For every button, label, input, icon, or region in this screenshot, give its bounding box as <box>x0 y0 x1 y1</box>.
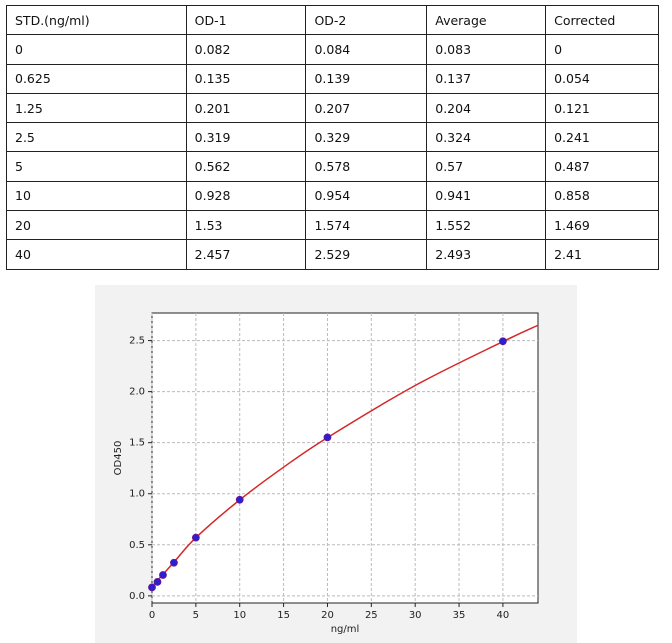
x-tick-label: 5 <box>193 610 199 621</box>
table-cell: 2.529 <box>305 239 428 270</box>
table-cell: 0.954 <box>305 180 428 212</box>
data-point <box>148 583 156 592</box>
table-cell: 0.57 <box>426 151 547 182</box>
header-row: STD.(ng/ml) OD-1 OD-2 Average Corrected <box>6 4 659 36</box>
table-cell: 10 <box>6 180 187 212</box>
header-cell: Corrected <box>545 4 659 36</box>
header-cell: Average <box>426 4 547 36</box>
table-cell: 0.324 <box>426 122 547 153</box>
table-row: 20 1.53 1.574 1.552 1.469 <box>6 210 659 241</box>
table-cell: 0.578 <box>305 151 428 182</box>
data-point <box>235 495 244 504</box>
table-cell: 0.941 <box>426 180 547 212</box>
table-cell: 0.625 <box>6 63 187 94</box>
table-cell: 0.928 <box>185 180 307 212</box>
plot-area <box>151 312 539 604</box>
y-axis-label: OD450 <box>113 441 124 476</box>
table-cell: 2.41 <box>545 239 659 270</box>
data-table: STD.(ng/ml) OD-1 OD-2 Average Corrected 0 0.08… <box>6 4 659 270</box>
table-cell: 20 <box>6 210 187 241</box>
data-point <box>153 577 162 586</box>
x-tick-label: 15 <box>277 610 290 621</box>
table-cell: 2.5 <box>6 122 187 153</box>
header-cell: STD.(ng/ml) <box>6 4 187 36</box>
table-cell: 0.319 <box>185 122 307 153</box>
x-tick-label: 40 <box>497 610 510 621</box>
table-row: 1.25 0.201 0.207 0.204 0.121 <box>6 92 659 124</box>
table-cell: 0.201 <box>185 92 307 124</box>
table-cell: 0.137 <box>426 63 547 94</box>
table-cell: 1.469 <box>545 210 659 241</box>
x-tick-label: 10 <box>233 610 246 621</box>
table-row: 0 0.082 0.084 0.083 0 <box>6 34 659 65</box>
table-cell: 1.53 <box>185 210 307 241</box>
table-row: 0.625 0.135 0.139 0.137 0.054 <box>6 63 659 94</box>
data-point <box>191 533 200 542</box>
x-axis-label: ng/ml <box>331 624 360 635</box>
table-cell: 1.574 <box>305 210 428 241</box>
x-tick-label: 0 <box>149 610 155 621</box>
table-cell: 0.329 <box>305 122 428 153</box>
table-row: 10 0.928 0.954 0.941 0.858 <box>6 180 659 212</box>
y-tick-label: 2.0 <box>129 387 145 398</box>
x-tick-label: 30 <box>409 610 422 621</box>
table-row: 2.5 0.319 0.329 0.324 0.241 <box>6 122 659 153</box>
table-cell: 0.084 <box>305 34 428 65</box>
y-tick-label: 0.0 <box>129 591 145 602</box>
table-cell: 40 <box>6 239 187 270</box>
y-tick-label: 1.5 <box>129 438 145 449</box>
table-cell: 0.858 <box>545 180 659 212</box>
fit-curve <box>151 324 539 588</box>
table-cell: 0.204 <box>426 92 547 124</box>
data-point <box>499 337 507 346</box>
data-point <box>170 558 178 567</box>
table-cell: 0.082 <box>185 34 307 65</box>
table-cell: 2.457 <box>185 239 307 270</box>
header-cell: OD-1 <box>185 4 307 36</box>
y-tick-label: 1.0 <box>129 489 145 500</box>
data-point <box>323 433 332 442</box>
data-point <box>159 571 167 579</box>
x-tick-label: 35 <box>453 610 466 621</box>
table-cell: 2.493 <box>426 239 547 270</box>
y-tick-label: 2.5 <box>129 336 145 347</box>
table-row: 40 2.457 2.529 2.493 2.41 <box>6 239 659 270</box>
x-tick-label: 25 <box>365 610 378 621</box>
y-tick-label: 0.5 <box>129 540 145 551</box>
table-body: STD.(ng/ml) OD-1 OD-2 Average Corrected 0 0.08… <box>6 4 659 270</box>
x-tick-label: 20 <box>321 610 334 621</box>
